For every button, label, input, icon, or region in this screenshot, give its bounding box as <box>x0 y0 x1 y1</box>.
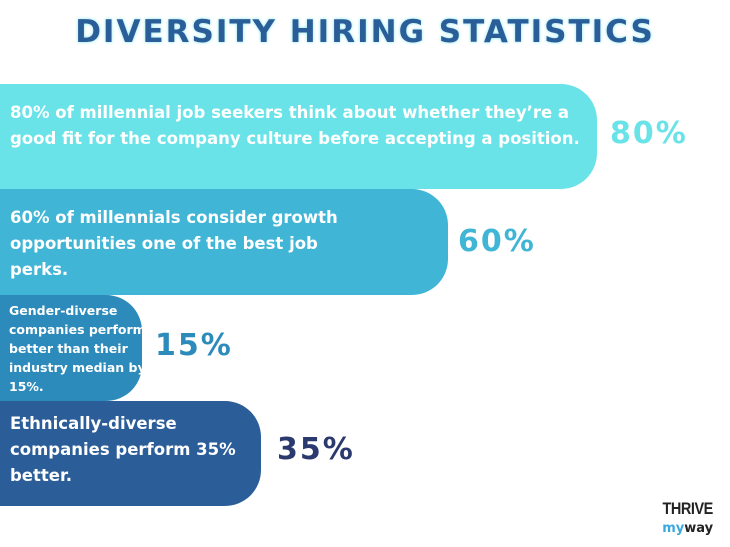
stat-value-60: 60% <box>458 224 536 259</box>
stat-value-15: 15% <box>155 328 233 363</box>
stat-bar-35: Ethnically-diverse companies perform 35%… <box>0 401 261 506</box>
stat-bar-15: Gender-diverse companies perform better … <box>0 295 146 401</box>
stat-text: 80% of millennial job seekers think abou… <box>10 103 580 148</box>
logo-way: way <box>684 521 714 536</box>
stat-text: 60% of millennials consider growth oppor… <box>10 208 338 279</box>
stat-text: Ethnically-diverse companies perform 35%… <box>10 414 236 485</box>
stat-value-35: 35% <box>277 432 355 467</box>
stat-value-80: 80% <box>610 116 688 151</box>
stat-text: Gender-diverse companies perform better … <box>9 303 146 394</box>
chart-title: DIVERSITY HIRING STATISTICS <box>75 14 655 50</box>
logo-my: my <box>662 521 685 536</box>
thrive-my-way-logo: THRIVE myway <box>658 500 717 536</box>
logo-thrive: THRIVE <box>662 499 713 518</box>
stat-bar-60: 60% of millennials consider growth oppor… <box>0 189 448 295</box>
stat-bar-80: 80% of millennial job seekers think abou… <box>0 84 597 189</box>
